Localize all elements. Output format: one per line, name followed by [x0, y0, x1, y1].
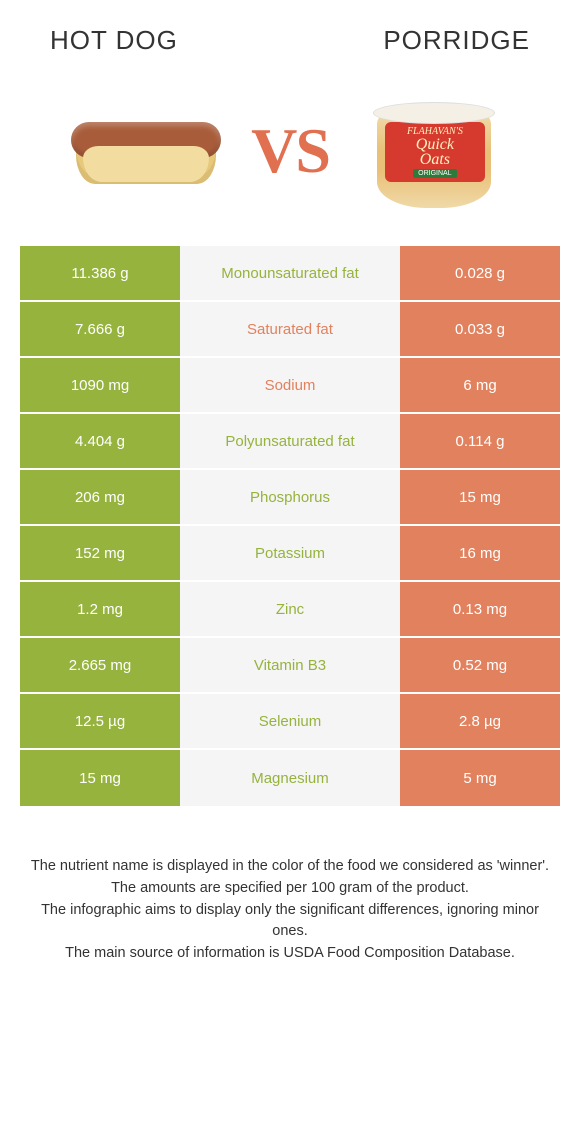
- value-left: 152 mg: [20, 526, 180, 580]
- table-row: 2.665 mgVitamin B30.52 mg: [20, 638, 560, 694]
- vs-label: VS: [251, 114, 329, 188]
- nutrient-label: Zinc: [180, 582, 400, 636]
- value-left: 12.5 µg: [20, 694, 180, 748]
- footnote-line: The main source of information is USDA F…: [28, 943, 552, 965]
- nutrient-label: Magnesium: [180, 750, 400, 806]
- nutrient-label: Selenium: [180, 694, 400, 748]
- hotdog-image: [71, 96, 221, 206]
- footnote-line: The amounts are specified per 100 gram o…: [28, 878, 552, 900]
- table-row: 11.386 gMonounsaturated fat0.028 g: [20, 246, 560, 302]
- value-left: 206 mg: [20, 470, 180, 524]
- value-left: 11.386 g: [20, 246, 180, 300]
- infographic-container: HOT DOG PORRIDGE VS FLAHAVAN'S Quick Oat…: [0, 0, 580, 965]
- cup-main-2: Oats: [420, 152, 450, 167]
- titles-row: HOT DOG PORRIDGE: [0, 0, 580, 66]
- table-row: 152 mgPotassium16 mg: [20, 526, 560, 582]
- value-left: 1090 mg: [20, 358, 180, 412]
- table-row: 4.404 gPolyunsaturated fat0.114 g: [20, 414, 560, 470]
- value-right: 2.8 µg: [400, 694, 560, 748]
- value-right: 0.114 g: [400, 414, 560, 468]
- comparison-table: 11.386 gMonounsaturated fat0.028 g7.666 …: [20, 246, 560, 806]
- nutrient-label: Sodium: [180, 358, 400, 412]
- porridge-image: FLAHAVAN'S Quick Oats ORIGINAL: [359, 96, 509, 206]
- table-row: 15 mgMagnesium5 mg: [20, 750, 560, 806]
- table-row: 1.2 mgZinc0.13 mg: [20, 582, 560, 638]
- cup-sub: ORIGINAL: [413, 169, 456, 178]
- table-row: 7.666 gSaturated fat0.033 g: [20, 302, 560, 358]
- value-right: 16 mg: [400, 526, 560, 580]
- value-right: 0.033 g: [400, 302, 560, 356]
- nutrient-label: Monounsaturated fat: [180, 246, 400, 300]
- value-right: 5 mg: [400, 750, 560, 806]
- title-left: HOT DOG: [50, 25, 178, 56]
- value-right: 0.13 mg: [400, 582, 560, 636]
- nutrient-label: Vitamin B3: [180, 638, 400, 692]
- value-right: 15 mg: [400, 470, 560, 524]
- value-right: 0.52 mg: [400, 638, 560, 692]
- value-right: 6 mg: [400, 358, 560, 412]
- value-left: 4.404 g: [20, 414, 180, 468]
- table-row: 12.5 µgSelenium2.8 µg: [20, 694, 560, 750]
- hero-row: VS FLAHAVAN'S Quick Oats ORIGINAL: [0, 66, 580, 246]
- value-left: 15 mg: [20, 750, 180, 806]
- value-left: 2.665 mg: [20, 638, 180, 692]
- cup-main-1: Quick: [416, 137, 454, 152]
- nutrient-label: Saturated fat: [180, 302, 400, 356]
- nutrient-label: Polyunsaturated fat: [180, 414, 400, 468]
- footnote-line: The infographic aims to display only the…: [28, 900, 552, 944]
- nutrient-label: Potassium: [180, 526, 400, 580]
- value-left: 7.666 g: [20, 302, 180, 356]
- nutrient-label: Phosphorus: [180, 470, 400, 524]
- table-row: 1090 mgSodium6 mg: [20, 358, 560, 414]
- table-row: 206 mgPhosphorus15 mg: [20, 470, 560, 526]
- value-left: 1.2 mg: [20, 582, 180, 636]
- title-right: PORRIDGE: [383, 25, 530, 56]
- footnote-line: The nutrient name is displayed in the co…: [28, 856, 552, 878]
- value-right: 0.028 g: [400, 246, 560, 300]
- footnotes: The nutrient name is displayed in the co…: [0, 806, 580, 965]
